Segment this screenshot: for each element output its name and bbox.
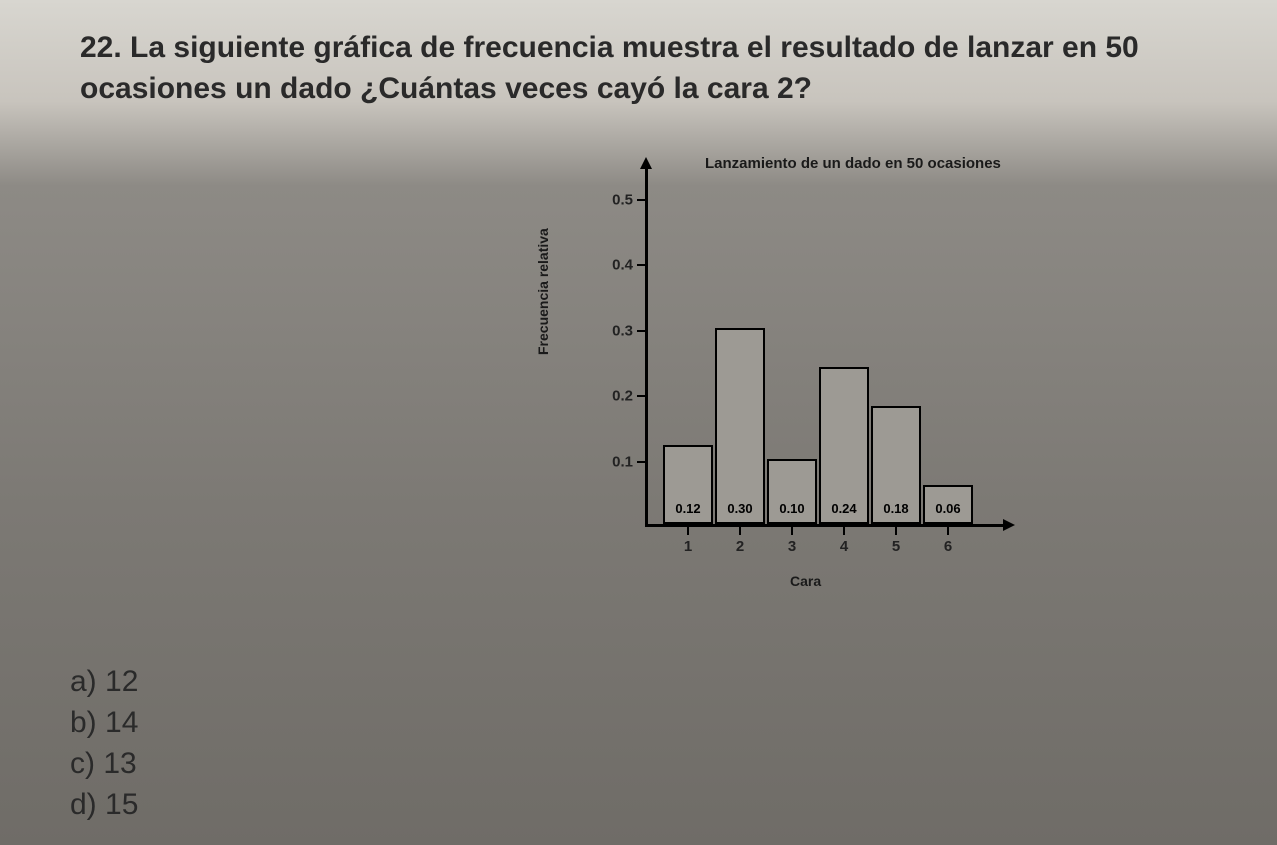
y-axis xyxy=(645,167,648,527)
question-text: 22. La siguiente gráfica de frecuencia m… xyxy=(80,28,1237,109)
x-axis xyxy=(645,524,1005,527)
bar: 0.10 xyxy=(767,459,817,524)
bar-value-label: 0.06 xyxy=(925,501,971,516)
bar: 0.18 xyxy=(871,406,921,524)
option-b: b) 14 xyxy=(70,703,138,742)
x-tick xyxy=(739,527,741,535)
bar-value-label: 0.10 xyxy=(769,501,815,516)
x-tick-label: 4 xyxy=(840,538,848,555)
y-tick-label: 0.1 xyxy=(605,453,633,470)
x-axis-label: Cara xyxy=(790,573,821,589)
option-c: c) 13 xyxy=(70,744,138,783)
bar: 0.12 xyxy=(663,445,713,524)
bar: 0.06 xyxy=(923,485,973,524)
y-tick xyxy=(637,395,645,397)
y-tick xyxy=(637,330,645,332)
bar: 0.24 xyxy=(819,367,869,524)
option-d: d) 15 xyxy=(70,785,138,824)
x-tick xyxy=(947,527,949,535)
bar-value-label: 0.30 xyxy=(717,501,763,516)
y-axis-label: Frecuencia relativa xyxy=(535,228,551,355)
question-line-1: 22. La siguiente gráfica de frecuencia m… xyxy=(80,31,1139,64)
x-tick-label: 6 xyxy=(944,538,952,555)
x-tick xyxy=(687,527,689,535)
option-a: a) 12 xyxy=(70,662,138,701)
plot-area: 0.10.20.30.40.50.1210.3020.1030.2440.185… xyxy=(645,167,1005,527)
bar-value-label: 0.12 xyxy=(665,501,711,516)
x-tick xyxy=(843,527,845,535)
x-tick xyxy=(791,527,793,535)
y-tick xyxy=(637,264,645,266)
y-tick-label: 0.2 xyxy=(605,388,633,405)
x-tick-label: 3 xyxy=(788,538,796,555)
bar: 0.30 xyxy=(715,328,765,524)
chart-container: Lanzamiento de un dado en 50 ocasiones F… xyxy=(555,155,1025,585)
y-tick xyxy=(637,461,645,463)
answer-options: a) 12 b) 14 c) 13 d) 15 xyxy=(70,660,138,826)
x-tick-label: 5 xyxy=(892,538,900,555)
bar-value-label: 0.18 xyxy=(873,501,919,516)
x-tick-label: 2 xyxy=(736,538,744,555)
x-tick-label: 1 xyxy=(684,538,692,555)
bar-value-label: 0.24 xyxy=(821,501,867,516)
y-tick-label: 0.5 xyxy=(605,191,633,208)
x-tick xyxy=(895,527,897,535)
y-tick-label: 0.3 xyxy=(605,322,633,339)
y-tick-label: 0.4 xyxy=(605,257,633,274)
question-line-2: ocasiones un dado ¿Cuántas veces cayó la… xyxy=(80,72,812,105)
y-tick xyxy=(637,199,645,201)
